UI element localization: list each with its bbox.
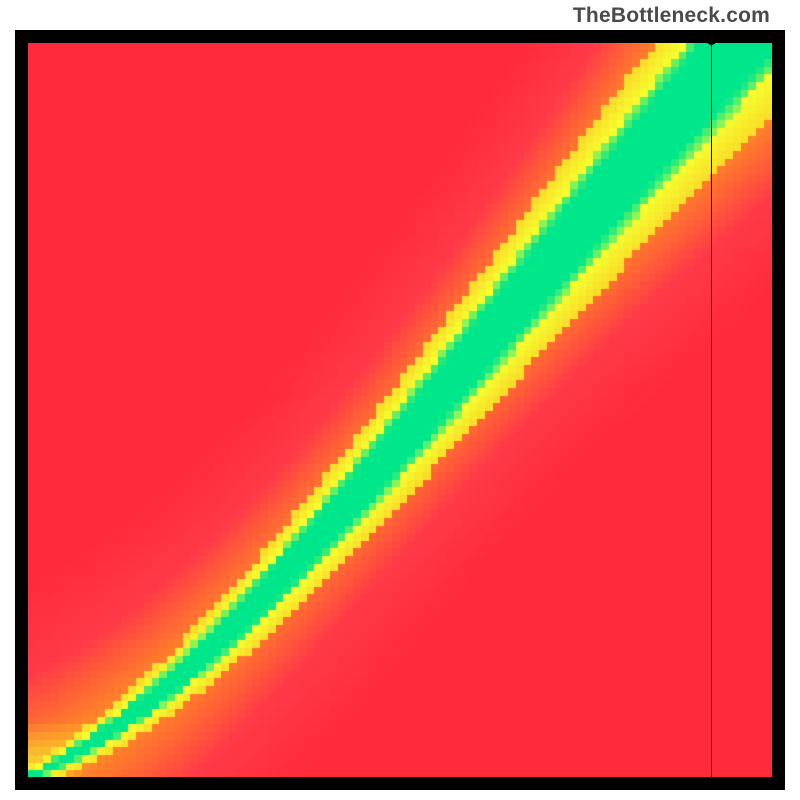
watermark-text: TheBottleneck.com — [573, 4, 770, 28]
selection-point — [707, 36, 716, 45]
selection-vertical-line — [711, 43, 712, 777]
chart-container: TheBottleneck.com — [0, 0, 800, 800]
bottleneck-heatmap — [28, 43, 772, 777]
